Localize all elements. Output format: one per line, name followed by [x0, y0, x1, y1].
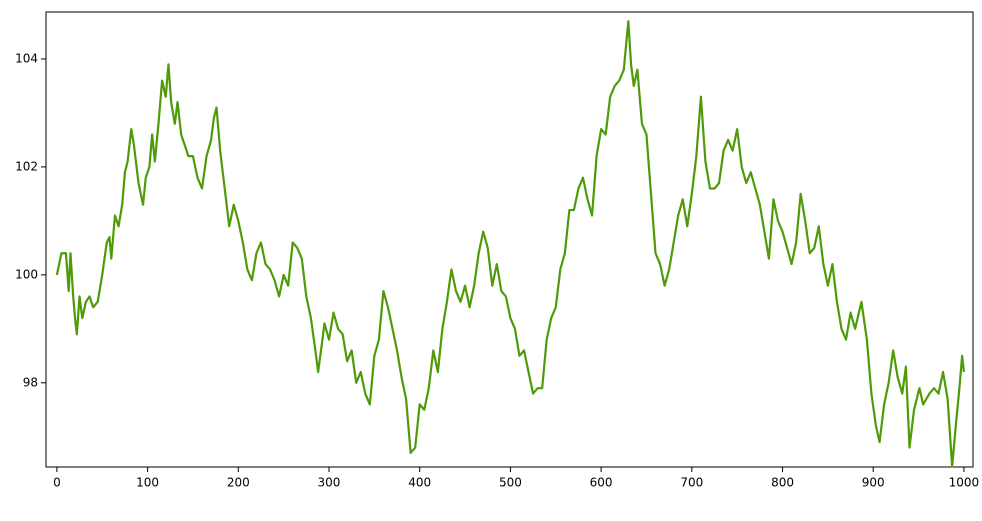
- x-tick-label: 100: [136, 476, 159, 490]
- x-tick-label: 900: [862, 476, 885, 490]
- line-series: [55, 20, 966, 468]
- y-tick-label: 104: [15, 51, 38, 65]
- y-tick-label: 102: [15, 159, 38, 173]
- x-tick-label: 500: [499, 476, 522, 490]
- x-tick-label: 600: [590, 476, 613, 490]
- x-tick-label: 300: [318, 476, 341, 490]
- x-tick-label: 700: [680, 476, 703, 490]
- x-tick-label: 800: [771, 476, 794, 490]
- x-tick-label: 0: [53, 476, 61, 490]
- y-tick-label: 100: [15, 267, 38, 281]
- x-tick-label: 1000: [949, 476, 980, 490]
- x-tick-label: 400: [408, 476, 431, 490]
- plot-frame: [45, 11, 974, 468]
- x-tick-label: 200: [227, 476, 250, 490]
- y-tick-label: 98: [23, 375, 38, 389]
